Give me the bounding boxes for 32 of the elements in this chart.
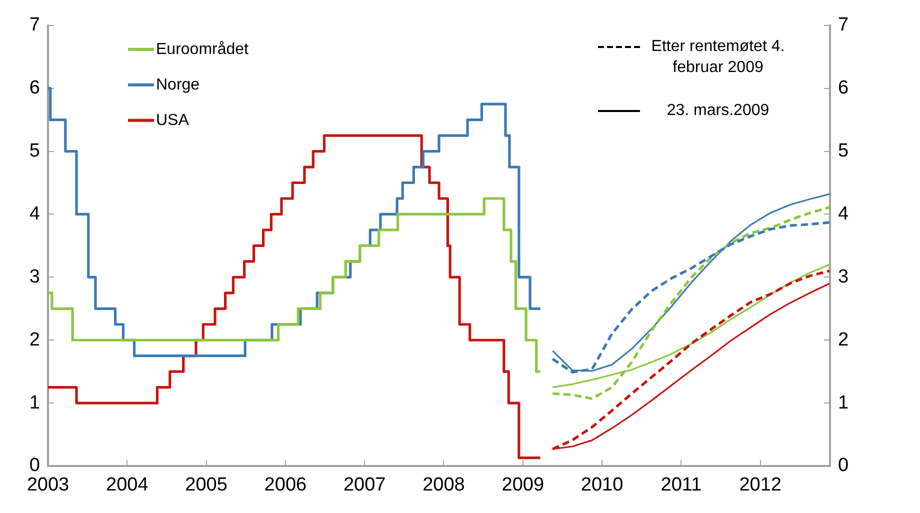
y2-tick-label: 3	[838, 266, 849, 288]
annotation: Etter rentemøtet 4. februar 2009	[650, 37, 786, 78]
y-tick-label: 2	[29, 329, 40, 350]
y-tick-label: 0	[29, 455, 40, 476]
x-tick-label: 2003	[26, 474, 70, 496]
x-tick-label: 2007	[343, 474, 386, 496]
x-tick-label: 2012	[739, 474, 782, 496]
x-tick-label: 2010	[580, 474, 624, 496]
x-tick-label: 2008	[422, 474, 465, 496]
legend-label: USA	[156, 112, 190, 129]
y-tick-label: 3	[29, 266, 40, 288]
y-tick-label: 7	[29, 14, 40, 36]
y2-tick-label: 6	[838, 78, 849, 99]
y2-tick-label: 1	[838, 392, 849, 414]
x-tick-label: 2011	[660, 474, 702, 496]
annotation: 23. mars.2009	[666, 101, 770, 121]
x-tick-label: 2006	[264, 474, 307, 496]
y-tick-label: 1	[29, 392, 40, 414]
y2-tick-label: 7	[838, 14, 849, 36]
line-series	[551, 206, 830, 400]
y-tick-label: 6	[29, 78, 40, 99]
y2-tick-label: 4	[838, 203, 849, 224]
legend-label: Norge	[156, 76, 200, 94]
x-tick-label: 2009	[502, 474, 544, 496]
y2-tick-label: 2	[838, 329, 849, 350]
y-tick-label: 4	[29, 203, 40, 224]
y-tick-label: 5	[29, 140, 40, 162]
x-tick-label: 2004	[106, 474, 149, 496]
x-tick-label: 2005	[185, 474, 228, 496]
legend-label: Euroområdet	[156, 40, 250, 58]
y2-tick-label: 5	[838, 140, 849, 162]
y2-tick-label: 0	[838, 455, 849, 476]
